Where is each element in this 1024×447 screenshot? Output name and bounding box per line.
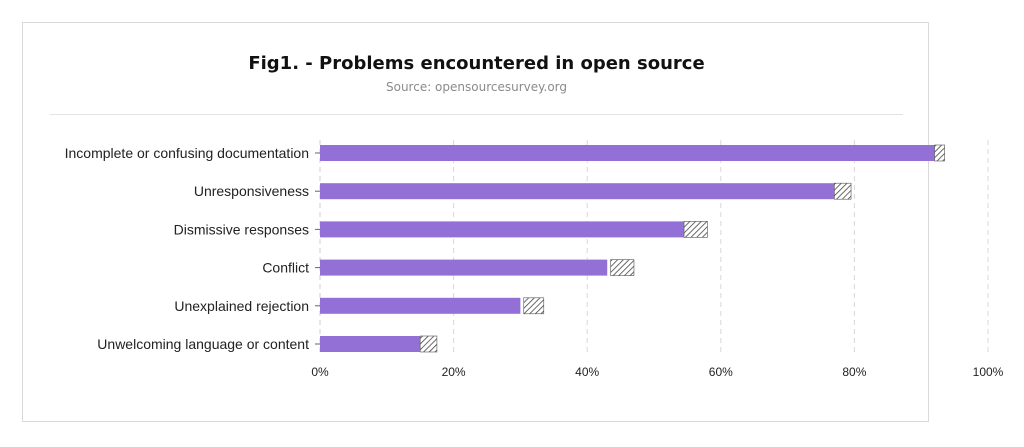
x-tick-label: 0%: [311, 365, 329, 379]
category-label: Incomplete or confusing documentation: [65, 145, 309, 161]
bar: [320, 297, 521, 314]
category-label: Unwelcoming language or content: [97, 336, 309, 352]
category-label: Dismissive responses: [174, 221, 309, 237]
bar: [320, 183, 835, 200]
bar: [320, 221, 688, 238]
x-tick-label: 40%: [575, 365, 599, 379]
category-label: Unresponsiveness: [194, 183, 309, 199]
bar-error-range: [683, 221, 708, 238]
bar: [320, 336, 421, 352]
x-tick-label: 20%: [442, 365, 466, 379]
bar-error-range: [610, 259, 635, 276]
category-label: Conflict: [262, 260, 309, 276]
title-divider: [50, 114, 903, 115]
bar-error-range: [934, 144, 945, 162]
bar-error-range: [523, 297, 545, 315]
chart-subtitle: Source: opensourcesurvey.org: [385, 80, 568, 94]
x-tick-label: 100%: [973, 365, 1004, 379]
chart-title: Fig1. - Problems encountered in open sou…: [248, 53, 705, 74]
x-tick-label: 60%: [709, 365, 733, 379]
bar-error-range: [419, 335, 438, 353]
x-tick-label: 80%: [842, 365, 866, 379]
bar: [320, 145, 935, 161]
category-label: Unexplained rejection: [174, 298, 309, 314]
bar: [320, 259, 608, 276]
bar-error-range: [834, 182, 852, 200]
